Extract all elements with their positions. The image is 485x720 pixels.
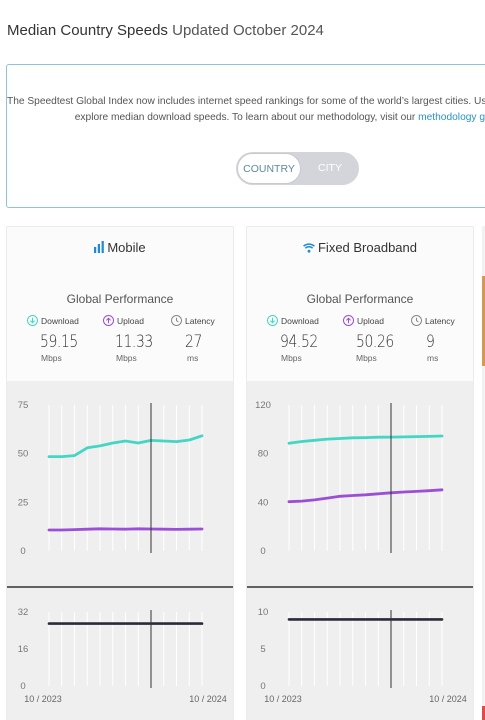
metric-value: 9 (426, 332, 435, 352)
metric-unit: Mbps (356, 353, 377, 363)
fixed-broadband-card: Fixed Broadband Global Performance Downl… (246, 226, 474, 720)
metric-value: 50.26 (356, 332, 394, 352)
mobile-speed-chart[interactable]: 75 50 25 0 (18, 400, 204, 557)
mobile-charts-svg[interactable]: 75 50 25 0 32 16 0 10 / 2023 10 / 2024 (7, 381, 233, 720)
page-title: Median Country Speeds Updated October 20… (7, 22, 324, 39)
download-line (47, 434, 204, 458)
metric-value: 94.52 (280, 332, 318, 352)
page-title-main: Median Country Speeds (7, 22, 168, 39)
fixed-perf-title: Global Performance (306, 292, 414, 306)
metric-label: Download (281, 315, 319, 326)
upload-icon (103, 315, 114, 326)
metric-label: Upload (117, 315, 144, 326)
fixed-latency-metric: Latency 9 ms (411, 315, 483, 363)
metric-unit: Mbps (281, 353, 302, 363)
metric-value: 27 (185, 332, 202, 352)
y-tick-label: 0 (260, 546, 265, 557)
intro-box: The Speedtest Global Index now includes … (6, 64, 485, 208)
intro-text: The Speedtest Global Index now includes … (7, 94, 485, 126)
x-tick-label: 10 / 2024 (429, 694, 467, 704)
fixed-download-metric: Download 94.52 Mbps (267, 315, 339, 363)
latency-icon (411, 315, 422, 326)
y-tick-label: 0 (20, 546, 25, 557)
download-icon (27, 315, 38, 326)
mobile-perf-title: Global Performance (66, 292, 174, 306)
mobile-card-header: Mobile (7, 240, 233, 255)
y-tick-label: 0 (260, 681, 265, 692)
y-tick-label: 32 (18, 607, 29, 618)
signal-bars-icon (94, 241, 105, 253)
y-tick-label: 40 (258, 497, 269, 508)
metric-value: 59.15 (40, 332, 78, 352)
edge-accent (482, 276, 485, 366)
metric-unit: ms (427, 353, 439, 363)
latency-icon (171, 315, 182, 326)
metric-unit: Mbps (41, 353, 62, 363)
intro-line-2-text: explore median download speeds. To learn… (74, 112, 419, 123)
metric-label: Latency (185, 315, 215, 326)
mobile-download-metric: Download 59.15 Mbps (27, 315, 99, 363)
y-tick-label: 50 (18, 449, 29, 460)
fixed-card-title: Fixed Broadband (317, 240, 417, 255)
metric-unit: ms (187, 353, 199, 363)
y-tick-label: 16 (18, 644, 29, 655)
mobile-card: Mobile Global Performance Download 59.15… (6, 226, 234, 720)
download-icon (267, 315, 278, 326)
x-tick-label: 10 / 2024 (189, 694, 227, 704)
upload-line (47, 527, 204, 532)
mobile-upload-metric: Upload 11.33 Mbps (103, 315, 175, 363)
x-tick-label: 10 / 2023 (264, 694, 302, 704)
country-city-toggle: COUNTRY CITY (236, 152, 359, 185)
y-tick-label: 80 (258, 449, 269, 460)
fixed-speed-chart[interactable]: 120 80 40 0 (255, 400, 444, 557)
y-tick-label: 25 (18, 497, 29, 508)
download-line (287, 434, 444, 445)
intro-line-1: The Speedtest Global Index now includes … (7, 96, 485, 107)
mobile-latency-chart[interactable]: 32 16 0 10 / 2023 10 / 2024 (18, 607, 227, 704)
metric-label: Latency (425, 315, 455, 326)
y-tick-label: 75 (18, 400, 29, 411)
upload-line (287, 488, 444, 504)
metric-label: Download (41, 315, 79, 326)
fixed-upload-metric: Upload 50.26 Mbps (343, 315, 415, 363)
x-tick-label: 10 / 2023 (24, 694, 62, 704)
y-tick-label: 5 (260, 644, 265, 655)
y-tick-label: 10 (258, 607, 269, 618)
upload-icon (343, 315, 354, 326)
metric-label: Upload (357, 315, 384, 326)
next-card-edge (482, 226, 485, 720)
toggle-city-option[interactable]: CITY (318, 162, 342, 174)
intro-line-2: explore median download speeds. To learn… (7, 110, 485, 126)
metric-unit: Mbps (116, 353, 137, 363)
toggle-country-option[interactable]: COUNTRY (237, 153, 301, 184)
methodology-link[interactable]: methodology g (418, 112, 485, 123)
mobile-card-title: Mobile (107, 240, 146, 255)
fixed-card-header: Fixed Broadband (247, 240, 473, 255)
page-title-updated: Updated October 2024 (172, 22, 324, 39)
y-tick-label: 0 (20, 681, 25, 692)
edge-accent (482, 706, 485, 720)
wifi-icon (303, 243, 315, 253)
mobile-chart-area[interactable]: 75 50 25 0 32 16 0 10 / 2023 10 / 2024 (7, 381, 233, 720)
mobile-latency-metric: Latency 27 ms (171, 315, 243, 363)
metric-value: 11.33 (115, 332, 153, 352)
fixed-latency-chart[interactable]: 10 5 0 10 / 2023 10 / 2024 (258, 607, 467, 704)
y-tick-label: 120 (255, 400, 271, 411)
fixed-charts-svg[interactable]: 120 80 40 0 10 5 0 10 / 2023 10 / 2024 (247, 381, 473, 720)
fixed-chart-area[interactable]: 120 80 40 0 10 5 0 10 / 2023 10 / 2024 (247, 381, 473, 720)
